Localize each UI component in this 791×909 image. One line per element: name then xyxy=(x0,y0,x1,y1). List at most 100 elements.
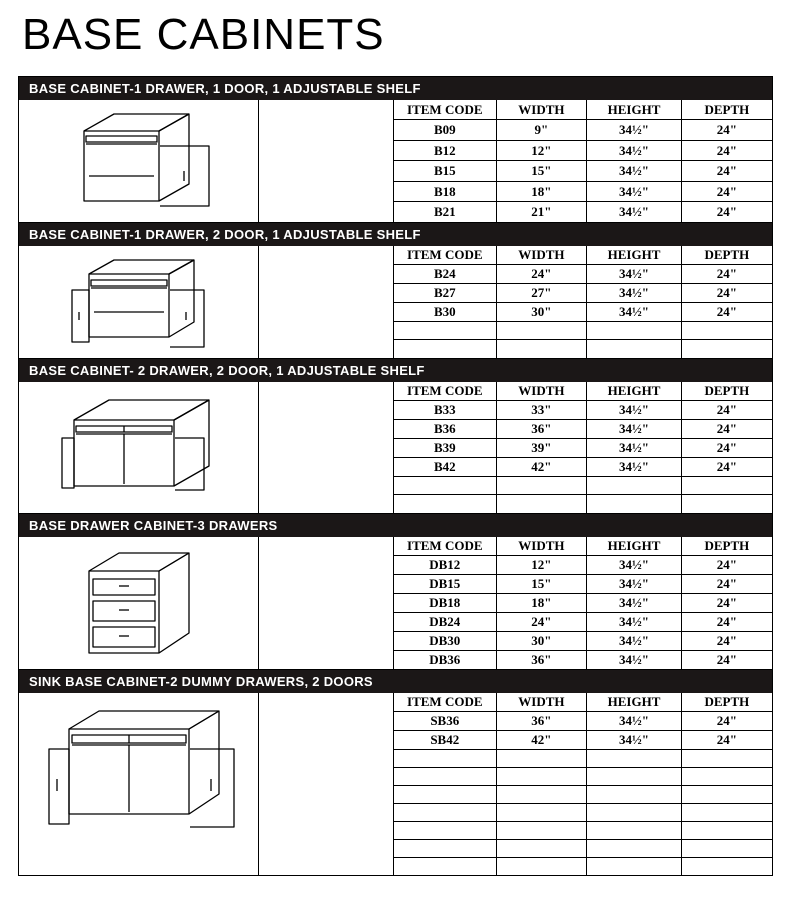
cell: 34½" xyxy=(587,555,682,574)
cell: 24" xyxy=(681,265,772,284)
cell xyxy=(496,340,587,358)
cell: B15 xyxy=(394,161,496,182)
col-header: WIDTH xyxy=(496,100,587,120)
table-row xyxy=(394,495,772,513)
table-header-row: ITEM CODEWIDTHHEIGHTDEPTH xyxy=(394,246,772,265)
cell: 24" xyxy=(681,140,772,161)
table-header-row: ITEM CODEWIDTHHEIGHTDEPTH xyxy=(394,382,772,401)
cell: B09 xyxy=(394,120,496,141)
cell xyxy=(681,857,772,875)
cell xyxy=(394,767,496,785)
cell: 24" xyxy=(681,650,772,669)
cell: SB42 xyxy=(394,730,496,749)
cell: DB18 xyxy=(394,593,496,612)
spacer-cell xyxy=(259,246,394,358)
cell: 24" xyxy=(681,458,772,477)
cell: DB30 xyxy=(394,631,496,650)
spec-sheet: BASE CABINET-1 DRAWER, 1 DOOR, 1 ADJUSTA… xyxy=(18,76,773,876)
cell xyxy=(496,803,587,821)
cell: 24" xyxy=(681,420,772,439)
cell: 34½" xyxy=(587,161,682,182)
cell: 30" xyxy=(496,631,587,650)
table-row xyxy=(394,821,772,839)
table-header-row: ITEM CODEWIDTHHEIGHTDEPTH xyxy=(394,100,772,120)
col-header: DEPTH xyxy=(681,537,772,556)
cell: 15" xyxy=(496,161,587,182)
cell: 24" xyxy=(681,574,772,593)
spacer-cell xyxy=(259,100,394,222)
table-row: B3939"34½"24" xyxy=(394,439,772,458)
section-body: ITEM CODEWIDTHHEIGHTDEPTHB3333"34½"24"B3… xyxy=(19,382,772,514)
col-header: ITEM CODE xyxy=(394,246,496,265)
cell: 34½" xyxy=(587,303,682,322)
table-row: B1212"34½"24" xyxy=(394,140,772,161)
cell: 42" xyxy=(496,730,587,749)
cabinet-2drawer-2door-icon xyxy=(54,388,224,498)
spacer-cell xyxy=(259,693,394,876)
illustration-cell xyxy=(19,693,259,876)
cell: 36" xyxy=(496,420,587,439)
table-row: B1515"34½"24" xyxy=(394,161,772,182)
cell xyxy=(496,477,587,495)
col-header: WIDTH xyxy=(496,537,587,556)
cell: B39 xyxy=(394,439,496,458)
col-header: WIDTH xyxy=(496,246,587,265)
col-header: HEIGHT xyxy=(587,537,682,556)
cell: B18 xyxy=(394,181,496,202)
cell xyxy=(394,340,496,358)
cell: 36" xyxy=(496,711,587,730)
cell: 21" xyxy=(496,202,587,222)
cell: 34½" xyxy=(587,593,682,612)
table-row: DB1515"34½"24" xyxy=(394,574,772,593)
section-body: ITEM CODEWIDTHHEIGHTDEPTHDB1212"34½"24"D… xyxy=(19,537,772,670)
table-row: DB3636"34½"24" xyxy=(394,650,772,669)
cell: 36" xyxy=(496,650,587,669)
col-header: HEIGHT xyxy=(587,246,682,265)
section-body: ITEM CODEWIDTHHEIGHTDEPTHSB3636"34½"24"S… xyxy=(19,693,772,876)
cell xyxy=(394,495,496,513)
cell xyxy=(394,857,496,875)
table-row: B4242"34½"24" xyxy=(394,458,772,477)
table-row xyxy=(394,477,772,495)
table-row: SB3636"34½"24" xyxy=(394,711,772,730)
cell: 24" xyxy=(496,612,587,631)
cell xyxy=(496,749,587,767)
cell: DB12 xyxy=(394,555,496,574)
table-row: B3636"34½"24" xyxy=(394,420,772,439)
section-header: BASE DRAWER CABINET-3 DRAWERS xyxy=(19,514,772,537)
cell: 34½" xyxy=(587,574,682,593)
table-row xyxy=(394,857,772,875)
cell: 24" xyxy=(496,265,587,284)
cell: 24" xyxy=(681,202,772,222)
cell: 15" xyxy=(496,574,587,593)
cell: 27" xyxy=(496,284,587,303)
col-header: ITEM CODE xyxy=(394,100,496,120)
cell xyxy=(587,322,682,340)
cell: 24" xyxy=(681,161,772,182)
section-body: ITEM CODEWIDTHHEIGHTDEPTHB099"34½"24"B12… xyxy=(19,100,772,223)
cell: 34½" xyxy=(587,284,682,303)
cell xyxy=(587,857,682,875)
spec-table: ITEM CODEWIDTHHEIGHTDEPTHB2424"34½"24"B2… xyxy=(394,246,772,358)
cell xyxy=(587,821,682,839)
cell xyxy=(587,803,682,821)
cell xyxy=(394,803,496,821)
table-row: DB1818"34½"24" xyxy=(394,593,772,612)
cell xyxy=(587,839,682,857)
spec-table: ITEM CODEWIDTHHEIGHTDEPTHDB1212"34½"24"D… xyxy=(394,537,772,669)
cell: 34½" xyxy=(587,265,682,284)
cell xyxy=(587,785,682,803)
cell: DB24 xyxy=(394,612,496,631)
table-row: DB3030"34½"24" xyxy=(394,631,772,650)
cell: 24" xyxy=(681,439,772,458)
spec-table: ITEM CODEWIDTHHEIGHTDEPTHB3333"34½"24"B3… xyxy=(394,382,772,513)
table-row xyxy=(394,340,772,358)
cell: SB36 xyxy=(394,711,496,730)
cell xyxy=(587,340,682,358)
cell xyxy=(681,322,772,340)
cell: DB36 xyxy=(394,650,496,669)
cell: 34½" xyxy=(587,120,682,141)
cell xyxy=(496,839,587,857)
table-row: B2727"34½"24" xyxy=(394,284,772,303)
cell: 33" xyxy=(496,401,587,420)
